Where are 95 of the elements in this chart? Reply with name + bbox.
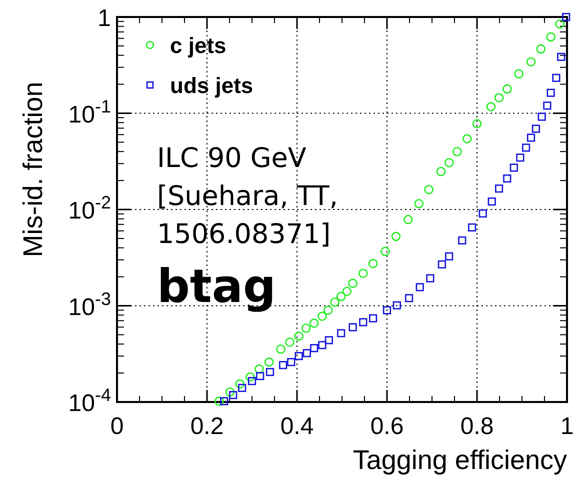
x-tick-label: 0.2	[190, 413, 224, 440]
point	[248, 377, 256, 386]
point	[424, 184, 434, 194]
point	[309, 318, 319, 328]
y-tick-label: 10$^{-2}$	[68, 192, 111, 224]
point	[414, 199, 424, 208]
point	[302, 349, 311, 358]
point	[254, 364, 264, 374]
point	[323, 306, 333, 315]
point	[494, 93, 504, 102]
point	[562, 12, 570, 22]
point	[526, 57, 536, 66]
point	[279, 361, 288, 370]
annotation: btag	[157, 259, 276, 313]
point	[324, 336, 333, 344]
point	[503, 174, 512, 183]
point	[486, 102, 496, 112]
point	[276, 344, 286, 354]
point	[502, 84, 512, 94]
point	[543, 102, 552, 110]
point	[436, 166, 446, 176]
point	[458, 236, 466, 244]
point	[404, 214, 413, 224]
point	[452, 147, 462, 156]
point	[472, 119, 482, 128]
point	[348, 323, 357, 332]
x-axis-title: Tagging efficiency	[352, 445, 568, 475]
point	[382, 306, 392, 314]
point	[478, 209, 487, 218]
point	[220, 397, 228, 406]
point	[538, 112, 546, 121]
point	[532, 124, 540, 133]
point	[557, 52, 566, 61]
point	[310, 344, 318, 352]
x-tick-label: 0	[110, 413, 124, 440]
point	[555, 19, 564, 29]
point	[256, 372, 264, 380]
point	[358, 268, 368, 278]
point	[359, 318, 368, 326]
point	[336, 292, 346, 302]
point	[330, 298, 340, 307]
point	[536, 44, 546, 54]
point	[514, 69, 524, 78]
point	[266, 368, 274, 376]
point	[462, 134, 472, 144]
point	[405, 294, 414, 302]
annotation: ILC 90 GeV [Suehara, TT, 1506.08371]	[157, 143, 338, 250]
x-tick-label: 0.4	[280, 413, 314, 440]
point	[318, 312, 327, 321]
point	[294, 332, 304, 341]
point	[229, 391, 238, 400]
point	[238, 384, 246, 392]
point	[391, 232, 401, 242]
point	[438, 260, 446, 268]
point	[426, 274, 434, 282]
point	[380, 246, 390, 256]
y-tick-label: 10$^{-1}$	[68, 96, 111, 128]
point	[235, 379, 244, 389]
point	[526, 134, 536, 142]
point	[264, 357, 274, 367]
point	[337, 329, 346, 338]
point	[510, 164, 518, 172]
point	[301, 324, 311, 333]
x-tick-label: 1	[560, 413, 574, 440]
point	[468, 223, 476, 232]
point	[368, 258, 378, 268]
point	[516, 154, 524, 162]
point	[369, 314, 378, 322]
legend-label: uds jets	[170, 73, 254, 98]
point	[488, 197, 496, 206]
y-tick-label: 1	[98, 5, 111, 32]
point	[294, 352, 303, 360]
y-tick-label: 10$^{-3}$	[68, 288, 111, 321]
y-axis-title: Mis-id. fraction	[18, 82, 48, 258]
y-tick-label: 10$^{-4}$	[68, 385, 111, 417]
point	[416, 283, 424, 292]
point	[546, 32, 556, 42]
point	[342, 286, 352, 296]
x-tick-label: 0.6	[370, 413, 404, 440]
point	[495, 184, 504, 193]
point	[318, 341, 326, 350]
legend-label: c jets	[170, 33, 226, 58]
point	[552, 74, 560, 82]
point	[348, 278, 358, 288]
point	[444, 158, 454, 168]
point	[246, 372, 255, 382]
point	[522, 144, 530, 152]
point	[546, 88, 555, 97]
point	[285, 337, 294, 347]
point	[287, 358, 296, 366]
point	[214, 396, 224, 406]
x-tick-label: 0.8	[460, 413, 494, 440]
point	[445, 252, 454, 260]
point	[225, 387, 235, 397]
point	[392, 301, 401, 310]
